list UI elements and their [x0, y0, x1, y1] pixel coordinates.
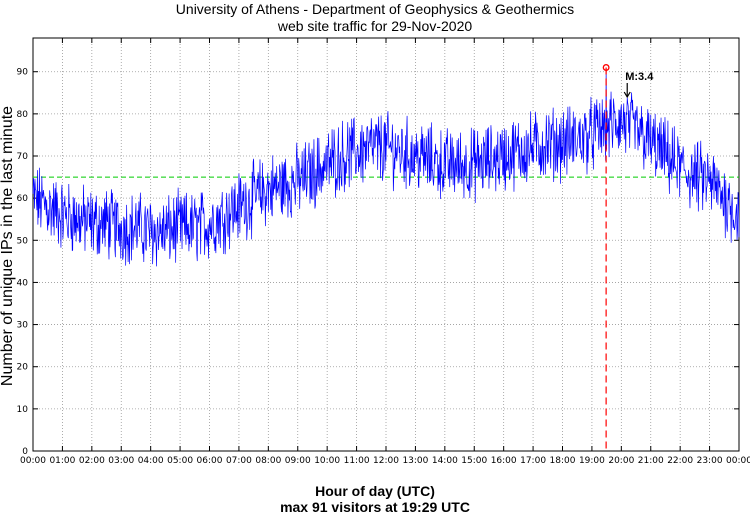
axes — [32, 37, 740, 452]
markers: M:3.4 — [602, 64, 654, 451]
x-tick-label: 01:00 — [49, 456, 75, 466]
x-tick-label: 10:00 — [314, 456, 340, 466]
x-tick-label: 09:00 — [285, 456, 311, 466]
chart-subtitle: web site traffic for 29-Nov-2020 — [277, 18, 473, 34]
x-tick-label: 08:00 — [255, 456, 281, 466]
y-tick-label: 80 — [17, 110, 29, 120]
x-tick-label: 11:00 — [344, 456, 370, 466]
y-tick-label: 40 — [17, 278, 29, 288]
x-tick-label: 17:00 — [520, 456, 546, 466]
y-tick-label: 50 — [17, 236, 29, 246]
y-tick-label: 20 — [17, 363, 29, 373]
x-tick-label: 05:00 — [167, 456, 193, 466]
x-tick-label: 02:00 — [79, 456, 105, 466]
x-tick-label: 12:00 — [373, 456, 399, 466]
x-tick-label: 06:00 — [197, 456, 223, 466]
chart-title: University of Athens - Department of Geo… — [175, 1, 575, 17]
y-tick-label: 60 — [17, 194, 29, 204]
x-tick-label: 15:00 — [461, 456, 487, 466]
y-tick-label: 10 — [17, 405, 29, 415]
y-tick-label: 70 — [17, 152, 29, 162]
x-tick-label: 19:00 — [579, 456, 605, 466]
plot-frame — [32, 37, 740, 452]
traffic-series — [32, 67, 740, 267]
x-tick-label: 20:00 — [608, 456, 634, 466]
traffic-line — [32, 67, 740, 267]
x-tick-label: 14:00 — [432, 456, 458, 466]
y-tick-label: 0 — [22, 447, 28, 457]
x-tick-label: 03:00 — [108, 456, 134, 466]
x-tick-label: 21:00 — [638, 456, 664, 466]
event-label: M:3.4 — [625, 71, 654, 83]
x-tick-label: 04:00 — [138, 456, 164, 466]
x-tick-labels: 00:00 01:00 02:00 03:00 04:00 05:00 06:00 07:00… — [20, 456, 750, 466]
y-tick-label: 30 — [17, 321, 29, 331]
x-tick-label: 00:00 — [20, 456, 46, 466]
event-arrow-head — [623, 91, 631, 99]
x-tick-label: 22:00 — [667, 456, 693, 466]
y-tick-labels: 0 10 20 30 40 50 60 70 80 90 — [17, 68, 29, 457]
x-tick-label: 16:00 — [491, 456, 517, 466]
y-tick-label: 90 — [17, 68, 29, 78]
x-tick-label: 13:00 — [402, 456, 428, 466]
grid-lines — [33, 38, 739, 451]
x-tick-label: 07:00 — [226, 456, 252, 466]
max-visitors-note: max 91 visitors at 19:29 UTC — [280, 499, 470, 515]
x-tick-label: 23:00 — [697, 456, 723, 466]
x-axis-label: Hour of day (UTC) — [315, 483, 435, 499]
x-tick-label: 00:00 — [726, 456, 750, 466]
y-axis-label: Number of unique IPs in the last minute — [0, 106, 16, 386]
max-point-circle — [602, 64, 610, 71]
x-tick-label: 18:00 — [550, 456, 576, 466]
